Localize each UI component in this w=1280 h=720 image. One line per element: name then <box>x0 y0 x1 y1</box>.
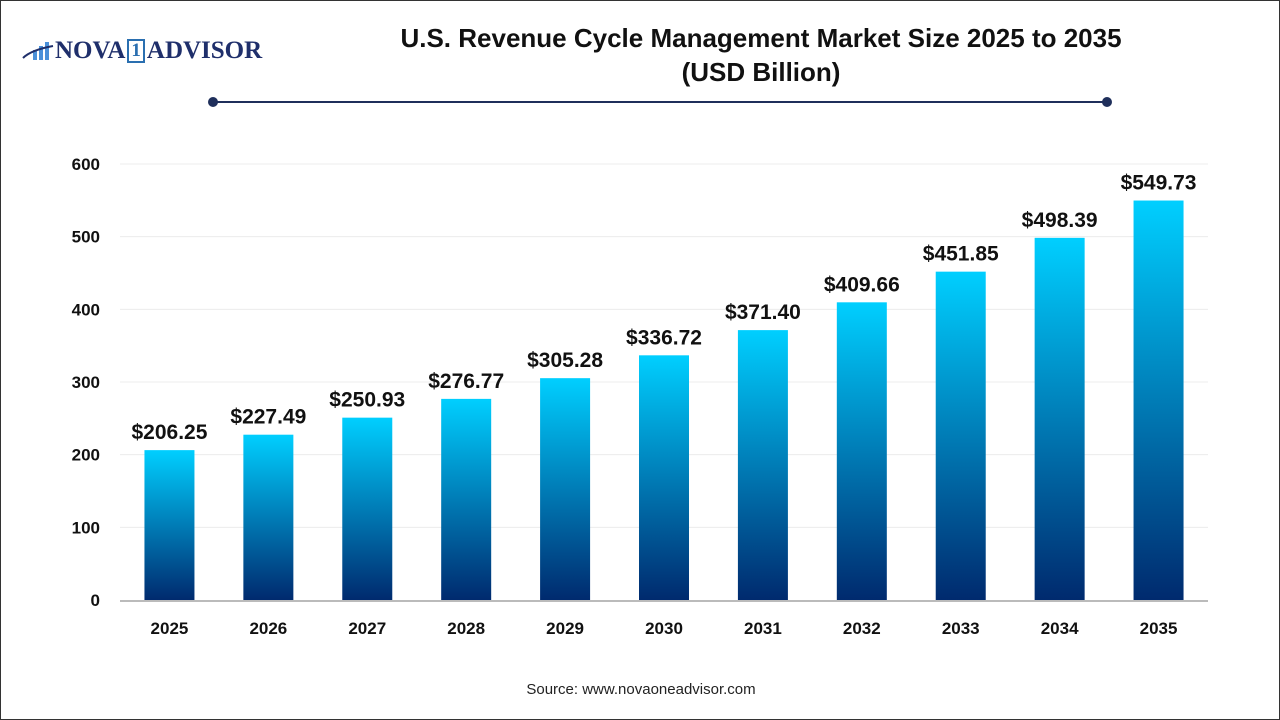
x-tick-label: 2030 <box>645 619 683 638</box>
chart-title: U.S. Revenue Cycle Management Market Siz… <box>301 21 1221 89</box>
x-tick-label: 2029 <box>546 619 584 638</box>
data-label: $336.72 <box>626 326 702 349</box>
logo-text-advisor: ADVISOR <box>146 37 263 64</box>
data-label: $451.85 <box>923 243 999 266</box>
title-rule <box>213 101 1107 103</box>
data-label: $276.77 <box>428 370 504 393</box>
data-label: $409.66 <box>824 273 900 296</box>
data-label: $371.40 <box>725 301 801 324</box>
bar-chart-logo-icon <box>22 42 54 60</box>
y-tick-label: 400 <box>72 300 100 319</box>
nova-advisor-logo: NOVA 1 ADVISOR <box>21 37 262 65</box>
y-tick-label: 200 <box>72 446 100 465</box>
x-tick-label: 2028 <box>447 619 485 638</box>
data-label: $549.73 <box>1121 172 1197 195</box>
x-tick-label: 2027 <box>348 619 386 638</box>
bar-2026 <box>243 434 294 600</box>
y-tick-label: 100 <box>72 518 100 537</box>
y-tick-label: 600 <box>72 155 100 174</box>
title-rule-right-dot <box>1102 97 1112 107</box>
x-tick-label: 2025 <box>151 619 189 638</box>
data-label: $305.28 <box>527 349 603 372</box>
bar-2033 <box>935 271 986 600</box>
chart-title-line-1: U.S. Revenue Cycle Management Market Siz… <box>400 23 1122 53</box>
bar-2034 <box>1034 237 1085 600</box>
data-label: $227.49 <box>230 406 306 429</box>
x-tick-label: 2032 <box>843 619 881 638</box>
data-label: $250.93 <box>329 389 405 412</box>
x-tick-label: 2033 <box>942 619 980 638</box>
data-label: $498.39 <box>1022 209 1098 232</box>
bar-2025 <box>144 450 195 600</box>
bar-2029 <box>540 378 591 600</box>
y-tick-label: 500 <box>72 228 100 247</box>
bar-2027 <box>342 417 393 600</box>
title-rule-left-dot <box>208 97 218 107</box>
bar-2035 <box>1133 200 1184 600</box>
y-tick-label: 300 <box>72 373 100 392</box>
y-tick-label: 0 <box>91 591 100 610</box>
x-tick-label: 2034 <box>1041 619 1079 638</box>
bar-2032 <box>836 302 887 600</box>
x-tick-label: 2035 <box>1140 619 1178 638</box>
source-note: Source: www.novaoneadvisor.com <box>526 681 756 698</box>
bar-2031 <box>737 330 788 600</box>
logo-text-nova: NOVA <box>55 37 126 64</box>
bar-2030 <box>639 355 689 600</box>
chart-title-line-2: (USD Billion) <box>681 57 841 87</box>
logo-text-one: 1 <box>127 39 145 63</box>
x-tick-label: 2031 <box>744 619 782 638</box>
x-tick-label: 2026 <box>249 619 287 638</box>
bar-2028 <box>441 398 492 600</box>
data-label: $206.25 <box>131 421 207 444</box>
